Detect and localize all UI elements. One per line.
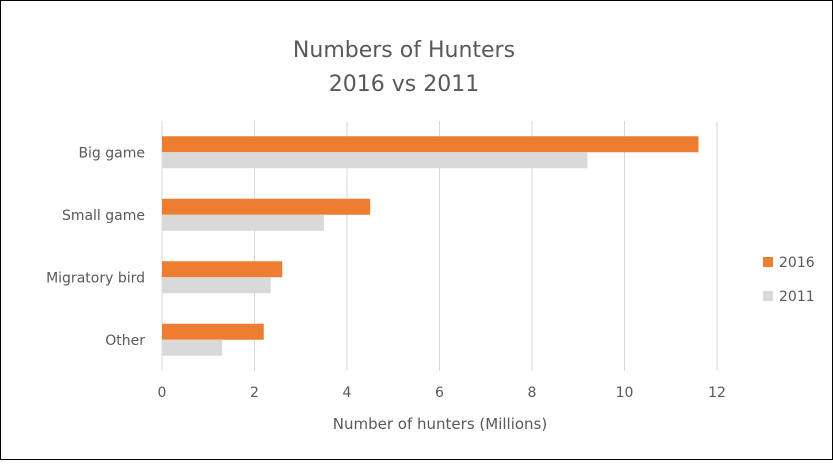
category-labels: Big game Small game Migratory bird Other [46,145,145,349]
bar-2011-other [162,339,223,356]
category-label: Big game [78,145,145,161]
legend-label-2016: 2016 [779,255,815,271]
x-tick-label-2: 2 [250,385,259,401]
bar-2016-migratory-bird [162,261,283,278]
x-tick-label-6: 6 [435,385,444,401]
x-tick-label-10: 10 [616,385,634,401]
x-tick-label-8: 8 [528,385,537,401]
legend-label-2011: 2011 [779,289,815,305]
category-label: Other [105,333,145,349]
x-tick-label-12: 12 [708,385,726,401]
bar-2011-migratory-bird [162,277,271,294]
chart-title-line-1: Numbers of Hunters [293,38,515,63]
bar-2016-small-game [162,198,371,215]
bar-2016-other [162,323,264,340]
chart-title-line-2: 2016 vs 2011 [329,72,479,97]
legend-swatch-2016 [763,257,773,267]
category-label: Migratory bird [46,270,145,286]
bar-2011-big-game [162,152,588,169]
category-label: Small game [62,208,145,224]
bar-2011-small-game [162,214,324,231]
bar-2016-big-game [162,136,699,153]
x-tick-label-4: 4 [343,385,352,401]
legend-swatch-2011 [763,291,773,301]
x-tick-label-0: 0 [158,385,167,401]
x-axis-title: Number of hunters (Millions) [333,415,547,433]
bars [162,136,699,356]
x-tick-labels: 0 2 4 6 8 10 12 [158,385,726,401]
legend: 2016 2011 [763,255,815,305]
